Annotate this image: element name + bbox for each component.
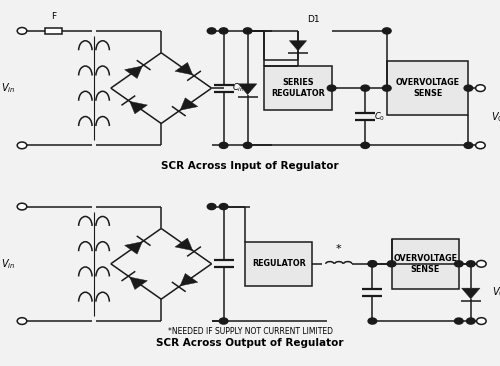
Circle shape [388,261,396,267]
Circle shape [220,142,228,148]
Text: OVERVOLTAGE
SENSE: OVERVOLTAGE SENSE [396,78,460,98]
Circle shape [466,318,475,324]
Bar [245,242,312,286]
Bar [392,239,459,289]
Text: $C_0$: $C_0$ [374,111,385,123]
Circle shape [382,85,391,91]
Circle shape [368,318,376,324]
Polygon shape [175,238,192,251]
Bar [264,66,332,110]
Circle shape [368,261,376,267]
Circle shape [476,318,486,324]
Text: SERIES
REGULATOR: SERIES REGULATOR [271,78,325,98]
Text: D1: D1 [306,15,320,24]
Circle shape [17,318,27,324]
Text: $C_{in}$: $C_{in}$ [232,82,245,94]
Text: REGULATOR: REGULATOR [252,259,306,268]
Text: SCR Across Output of Regulator: SCR Across Output of Regulator [156,338,344,348]
Circle shape [476,261,486,267]
Circle shape [466,261,475,267]
Circle shape [17,27,27,34]
Circle shape [476,85,485,92]
Circle shape [454,318,463,324]
Circle shape [208,203,216,210]
Circle shape [361,142,370,148]
Circle shape [382,28,391,34]
Text: $V_{in}$: $V_{in}$ [2,81,16,95]
Circle shape [244,142,252,148]
Polygon shape [124,242,142,254]
Polygon shape [462,288,480,299]
Circle shape [17,203,27,210]
Text: OVERVOLTAGE
SENSE: OVERVOLTAGE SENSE [393,254,457,273]
Polygon shape [175,63,192,75]
Circle shape [328,85,336,91]
Text: SCR Across Input of Regulator: SCR Across Input of Regulator [161,161,339,171]
Circle shape [464,85,472,91]
Circle shape [220,203,228,210]
Circle shape [220,28,228,34]
Text: $V_{in}$: $V_{in}$ [2,257,16,271]
Polygon shape [130,101,148,114]
Circle shape [208,28,216,34]
Circle shape [454,261,463,267]
Polygon shape [130,277,148,290]
Polygon shape [180,98,198,110]
Text: $V_0$: $V_0$ [491,110,500,124]
Circle shape [368,261,376,267]
Circle shape [220,318,228,324]
Polygon shape [180,273,198,286]
Polygon shape [238,84,257,94]
Text: *: * [336,244,342,254]
Circle shape [244,28,252,34]
Text: *NEEDED IF SUPPLY NOT CURRENT LIMITED: *NEEDED IF SUPPLY NOT CURRENT LIMITED [168,327,332,336]
Circle shape [464,142,472,148]
Circle shape [361,85,370,91]
Polygon shape [290,41,306,51]
Circle shape [17,142,27,149]
Text: $V_0$: $V_0$ [492,285,500,299]
Polygon shape [124,66,142,78]
Bar [45,28,62,34]
Text: F: F [50,12,56,22]
Bar [387,61,468,115]
Circle shape [476,142,485,149]
